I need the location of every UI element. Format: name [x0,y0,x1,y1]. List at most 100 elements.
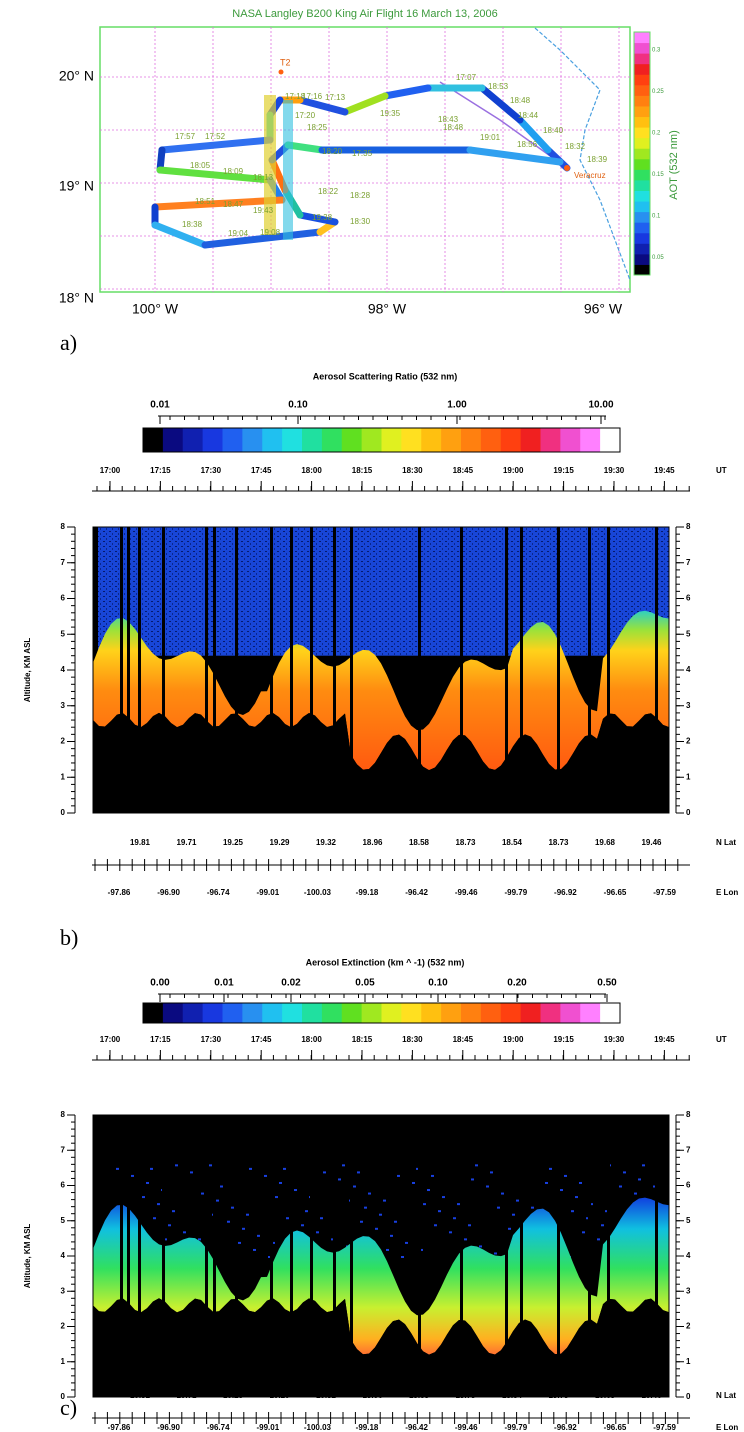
colorbar-tick-label: 10.00 [588,400,613,411]
noise-speck [368,1192,371,1195]
data-gap [655,527,658,813]
lat-tick-label: 19.32 [316,1391,337,1400]
noise-speck [168,1224,171,1227]
y-tick-label: 2 [686,737,691,746]
colorbar-tick-label: 0.50 [597,978,617,989]
colorbar-cell [634,84,650,96]
time-label: 18:13 [253,173,274,182]
noise-speck [597,1238,600,1241]
flight-track [381,84,432,100]
y-tick-label: 1 [61,772,66,781]
data-gap [418,1115,421,1397]
y-tick-label: 1 [686,1357,691,1366]
y-tick-label: 4 [686,1251,691,1260]
colorbar-cell [381,1003,402,1023]
colorbar-cell [540,1003,561,1023]
colorbar-tick-label: 0.05 [652,255,664,261]
colorbar-cell [143,428,164,452]
colorbar-cell [634,105,650,118]
lon-tick-label: -96.74 [207,1423,230,1432]
colorbar-cell [202,1003,223,1023]
colorbar-tick-label: 0.2 [652,131,661,137]
data-gap [270,527,273,813]
noise-speck [220,1185,223,1188]
lon-tick-label: -97.86 [108,888,131,897]
data-gap [557,1115,560,1397]
colorbar-cell [282,1003,303,1023]
time-label: 18:53 [488,82,509,91]
y-tick-label: 3 [61,701,66,710]
data-gap [418,527,421,813]
colorbar-cell [321,1003,343,1023]
y-tick-label: 3 [686,701,691,710]
colorbar-tick-label: 0.15 [652,172,664,178]
noise-speck [401,1256,404,1258]
noise-speck [634,1192,637,1195]
y-tick-label: 0 [686,808,691,817]
colorbar-cell [634,253,650,265]
colorbar-tick-label: 0.1 [652,214,661,220]
colorbar-tick-label: 0.00 [150,978,170,989]
data-gap [350,527,353,813]
flight-track [151,221,209,249]
noise-speck [146,1181,149,1184]
data-gap [270,1115,273,1397]
noise-speck [586,1217,589,1220]
data-gap [127,1115,130,1397]
time-tick-label: 17:00 [100,1035,121,1044]
y-tick-label: 8 [686,1110,691,1119]
time-tick-label: 19:15 [553,466,574,475]
noise-speck [412,1181,415,1184]
free-troposphere [98,527,669,656]
time-label: 17:13 [325,93,346,102]
plot-frame [92,526,670,814]
colorbar-cell [634,264,650,276]
colorbar-cell [202,428,223,452]
time-label: 18:39 [587,155,608,164]
noise-speck [294,1189,297,1192]
noise-speck [560,1189,563,1192]
data-gap [290,1115,293,1397]
colorbar-cell [182,1003,204,1023]
lat-tick-label: 19.68 [595,1391,616,1400]
colorbar-tick-label: 0.01 [214,978,234,989]
noise-speck [264,1174,267,1177]
colorbar-cell [282,428,303,452]
y-tick-label: 0 [61,1392,66,1401]
noise-speck [268,1256,271,1258]
data-gap [127,527,130,813]
lat-tick-label: 19.81 [130,838,151,847]
lon-tick-label: -96.42 [405,888,428,897]
noise-speck [253,1248,256,1251]
colorbar-cell [634,211,650,223]
noise-speck [305,1210,308,1213]
colorbar-cell [634,169,650,181]
lat-tick-label: 19.29 [269,1391,290,1400]
time-label: 17:16 [302,92,323,101]
y-tick-label: 5 [686,629,691,638]
y-tick-label: 6 [61,594,66,603]
lat-tick-label: 19.46 [641,838,662,847]
colorbar-cell [480,1003,502,1023]
caption: a) [60,330,77,355]
lon-tick-label: -96.65 [604,1423,627,1432]
colorbar-cell [262,428,283,452]
noise-speck [512,1213,515,1216]
colorbar-cell [634,74,650,86]
time-unit: UT [716,466,727,475]
noise-speck [638,1178,641,1181]
time-tick-label: 17:45 [251,466,272,475]
y-tick-label: 6 [686,594,691,603]
time-label: 18:28 [350,191,371,200]
colorbar-cell [401,1003,422,1023]
flight-track [516,116,552,154]
colorbar-cell [480,428,502,452]
noise-speck [323,1171,326,1174]
colorbar-cell [580,428,601,452]
colorbar-cell [560,428,581,452]
colorbar-frame [633,31,651,276]
lon-tick-label: -96.65 [604,888,627,897]
time-label: 19:08 [260,228,281,237]
lon-tick-label: -96.92 [554,888,577,897]
time-tick-label: 17:15 [150,466,171,475]
